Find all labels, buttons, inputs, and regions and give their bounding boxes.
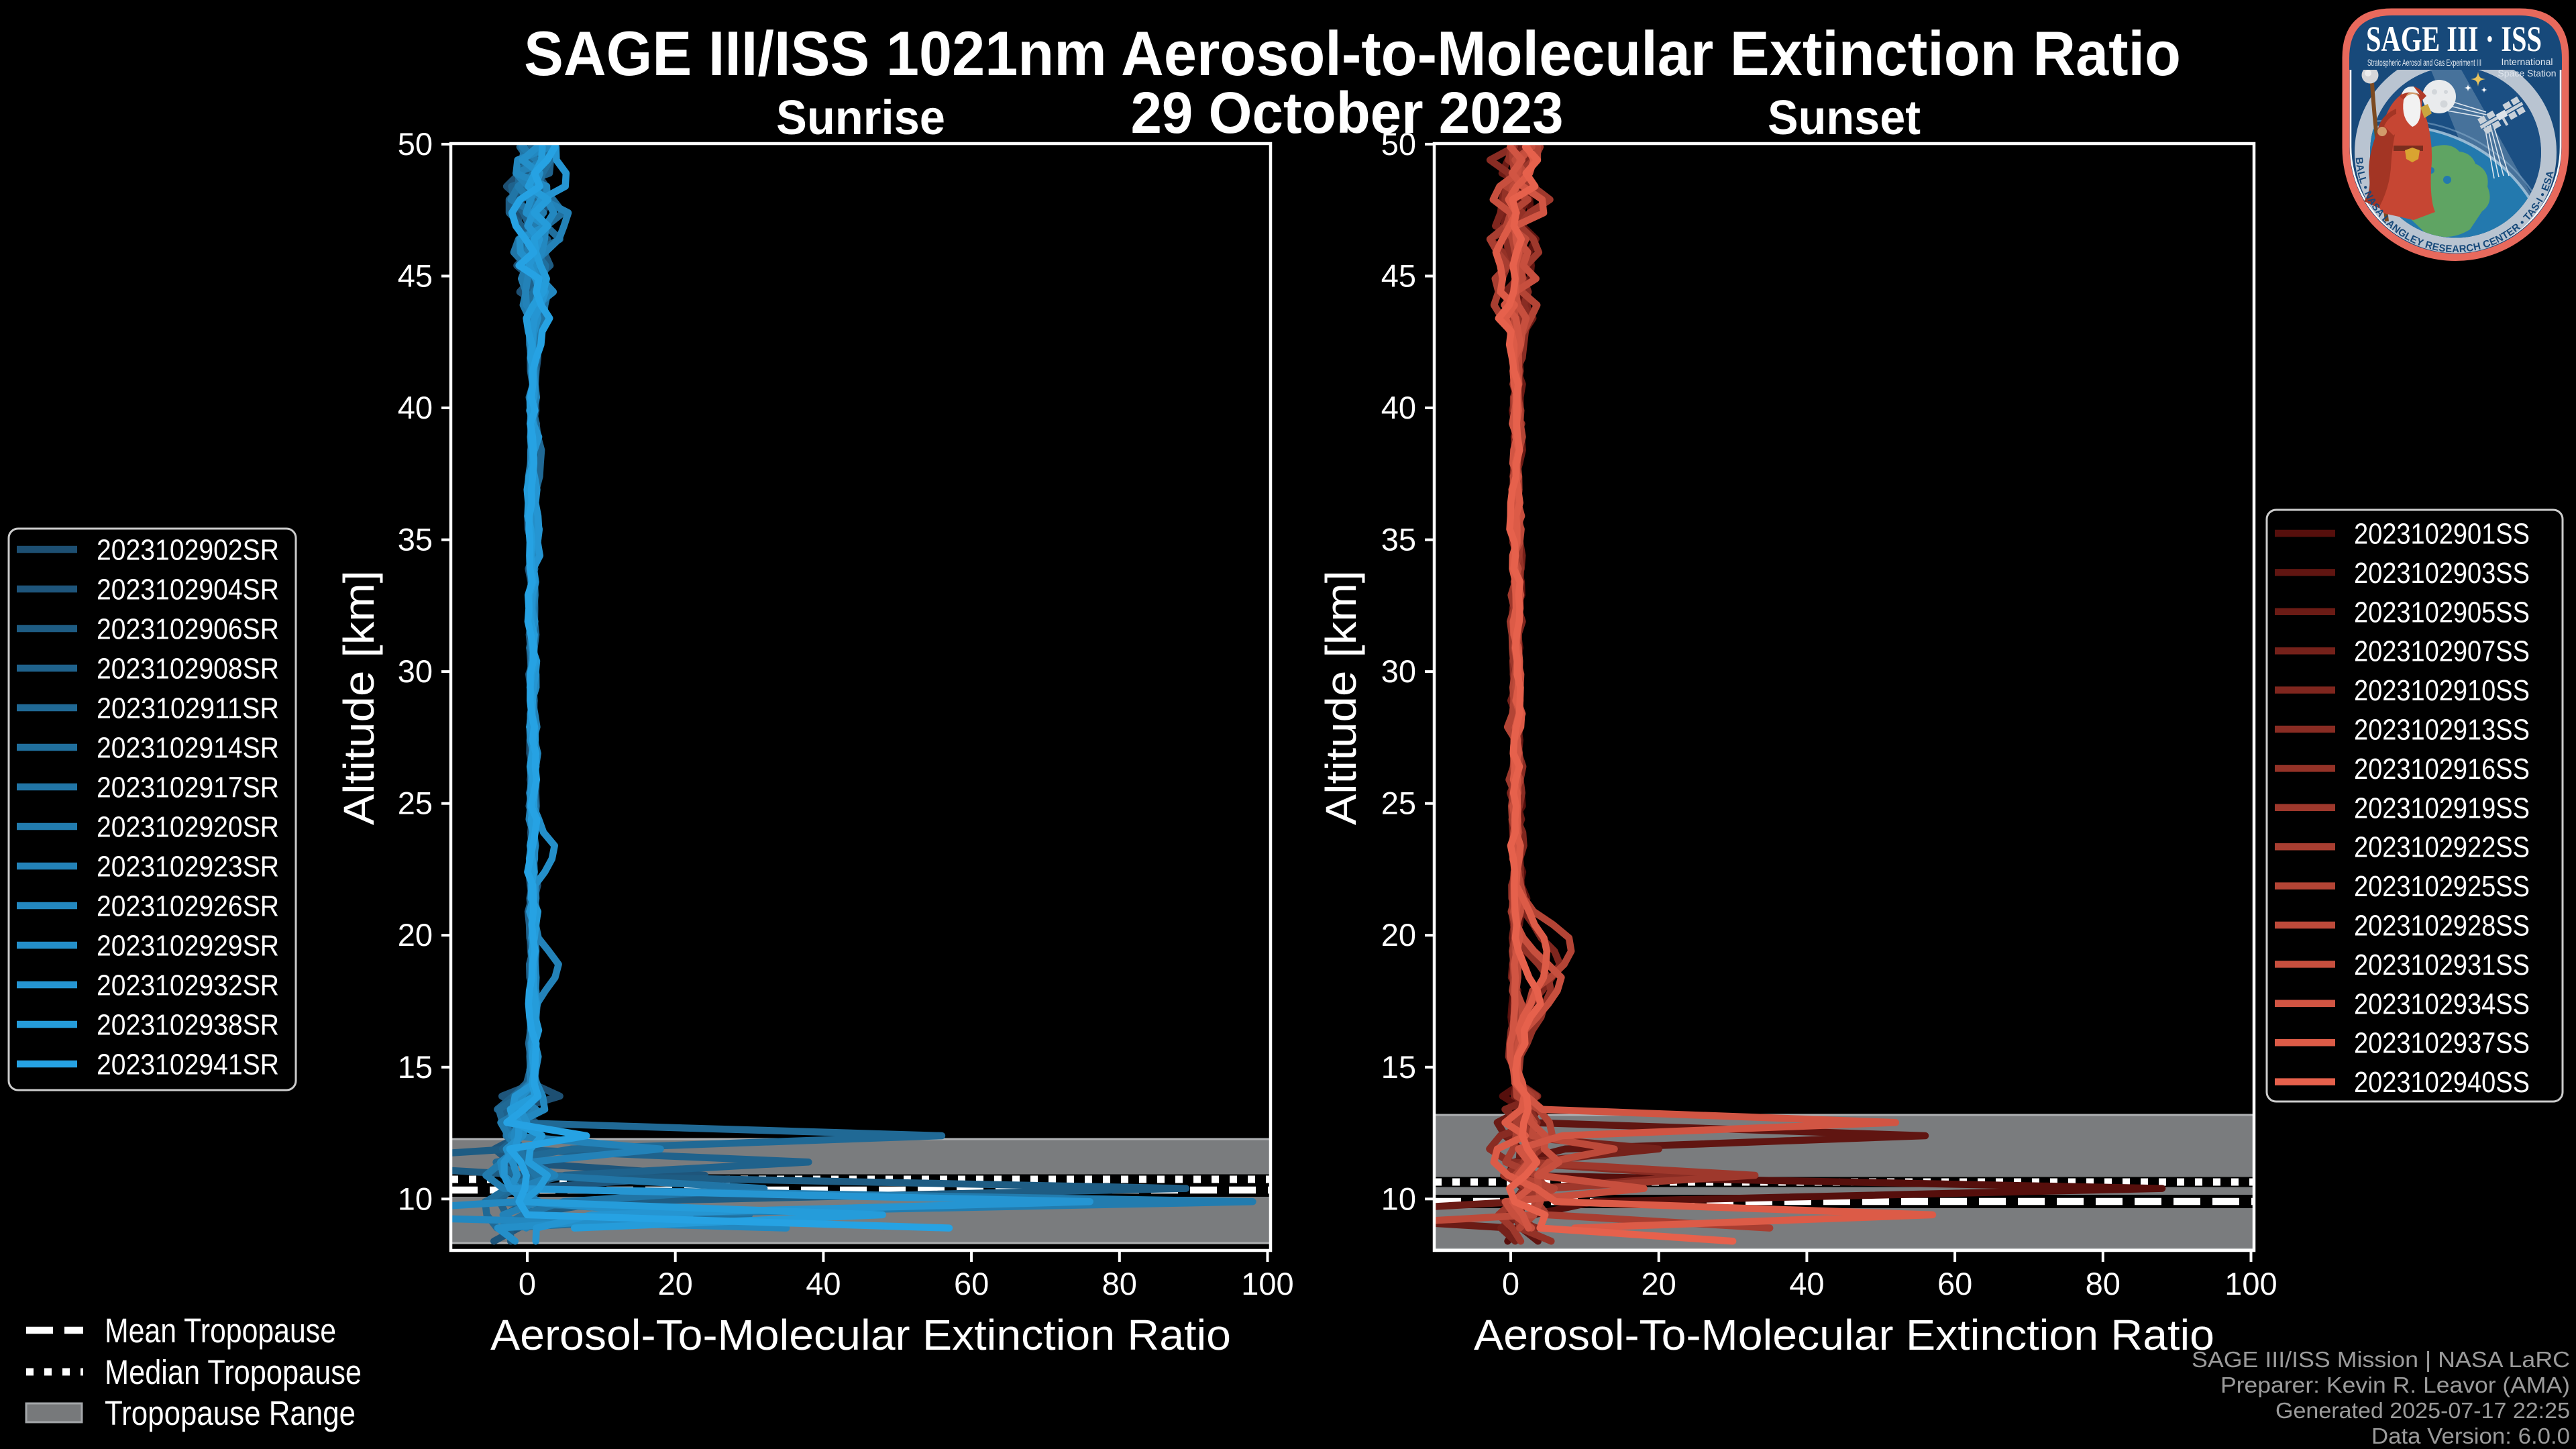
svg-text:20: 20 xyxy=(1642,1266,1676,1301)
svg-text:2023102923SR: 2023102923SR xyxy=(97,851,279,883)
svg-text:Space Station: Space Station xyxy=(2498,68,2556,78)
svg-text:35: 35 xyxy=(398,522,433,557)
svg-text:50: 50 xyxy=(398,126,433,162)
svg-text:100: 100 xyxy=(2224,1266,2277,1301)
svg-text:Altitude [km]: Altitude [km] xyxy=(1317,570,1365,825)
svg-text:2023102911SR: 2023102911SR xyxy=(97,692,279,725)
svg-text:2023102920SR: 2023102920SR xyxy=(97,811,279,844)
svg-text:100: 100 xyxy=(1241,1266,1293,1301)
svg-text:0: 0 xyxy=(519,1266,536,1301)
svg-text:2023102932SR: 2023102932SR xyxy=(97,969,279,1002)
svg-text:45: 45 xyxy=(1381,258,1416,294)
svg-text:2023102908SR: 2023102908SR xyxy=(97,653,279,686)
svg-text:20: 20 xyxy=(398,917,433,953)
svg-text:20: 20 xyxy=(658,1266,693,1301)
svg-text:2023102926SR: 2023102926SR xyxy=(97,890,279,923)
svg-text:2023102928SS: 2023102928SS xyxy=(2354,910,2530,943)
svg-text:2023102913SS: 2023102913SS xyxy=(2354,714,2530,747)
svg-text:2023102910SS: 2023102910SS xyxy=(2354,674,2530,707)
svg-text:2023102904SR: 2023102904SR xyxy=(97,574,279,606)
svg-text:Aerosol-To-Molecular Extinctio: Aerosol-To-Molecular Extinction Ratio xyxy=(490,1311,1231,1359)
svg-text:Generated 2025-07-17 22:25: Generated 2025-07-17 22:25 xyxy=(2275,1398,2570,1423)
svg-text:40: 40 xyxy=(806,1266,841,1301)
svg-text:2023102934SS: 2023102934SS xyxy=(2354,987,2530,1020)
svg-text:20: 20 xyxy=(1381,917,1416,953)
svg-text:45: 45 xyxy=(398,258,433,294)
svg-text:80: 80 xyxy=(2086,1266,2121,1301)
svg-text:2023102903SS: 2023102903SS xyxy=(2354,557,2530,590)
svg-text:2023102914SR: 2023102914SR xyxy=(97,732,279,765)
svg-text:International: International xyxy=(2501,56,2553,67)
svg-text:35: 35 xyxy=(1381,522,1416,557)
svg-text:40: 40 xyxy=(1381,390,1416,425)
svg-text:Data Version: 6.0.0: Data Version: 6.0.0 xyxy=(2371,1424,2570,1448)
svg-text:2023102937SS: 2023102937SS xyxy=(2354,1027,2530,1060)
svg-text:Tropopause Range: Tropopause Range xyxy=(105,1394,356,1432)
svg-text:Aerosol-To-Molecular Extinctio: Aerosol-To-Molecular Extinction Ratio xyxy=(1474,1311,2214,1359)
svg-text:50: 50 xyxy=(1381,126,1416,162)
svg-text:2023102907SS: 2023102907SS xyxy=(2354,635,2530,668)
svg-text:60: 60 xyxy=(954,1266,989,1301)
svg-text:10: 10 xyxy=(1381,1181,1416,1216)
svg-text:2023102919SS: 2023102919SS xyxy=(2354,792,2530,824)
svg-text:2023102940SS: 2023102940SS xyxy=(2354,1066,2530,1099)
svg-text:2023102906SR: 2023102906SR xyxy=(97,613,279,646)
svg-text:30: 30 xyxy=(398,653,433,689)
svg-text:2023102905SS: 2023102905SS xyxy=(2354,596,2530,629)
svg-text:30: 30 xyxy=(1381,653,1416,689)
svg-text:2023102922SS: 2023102922SS xyxy=(2354,831,2530,864)
svg-text:SAGE III/ISS 1021nm Aerosol-to: SAGE III/ISS 1021nm Aerosol-to-Molecular… xyxy=(524,18,2181,89)
svg-text:15: 15 xyxy=(398,1049,433,1085)
svg-text:Stratospheric Aerosol and Gas: Stratospheric Aerosol and Gas Experiment… xyxy=(2367,57,2481,68)
svg-text:10: 10 xyxy=(398,1181,433,1216)
svg-text:2023102941SR: 2023102941SR xyxy=(97,1049,279,1081)
svg-text:2023102938SR: 2023102938SR xyxy=(97,1009,279,1042)
svg-text:SAGE III/ISS Mission | NASA La: SAGE III/ISS Mission | NASA LaRC xyxy=(2192,1347,2570,1372)
svg-text:40: 40 xyxy=(1789,1266,1824,1301)
svg-text:Preparer: Kevin R. Leavor (AMA: Preparer: Kevin R. Leavor (AMA) xyxy=(2220,1373,2570,1397)
svg-text:Sunrise: Sunrise xyxy=(776,91,945,145)
svg-text:2023102929SR: 2023102929SR xyxy=(97,930,279,963)
svg-text:SAGE III · ISS: SAGE III · ISS xyxy=(2366,19,2542,59)
svg-text:2023102917SR: 2023102917SR xyxy=(97,771,279,804)
svg-text:Altitude [km]: Altitude [km] xyxy=(335,570,383,825)
svg-text:2023102931SS: 2023102931SS xyxy=(2354,949,2530,981)
svg-text:15: 15 xyxy=(1381,1049,1416,1085)
svg-text:25: 25 xyxy=(1381,786,1416,821)
svg-text:2023102902SR: 2023102902SR xyxy=(97,534,279,567)
svg-text:Sunset: Sunset xyxy=(1768,91,1921,145)
svg-text:2023102901SS: 2023102901SS xyxy=(2354,518,2530,551)
svg-text:2023102925SS: 2023102925SS xyxy=(2354,870,2530,903)
svg-text:60: 60 xyxy=(1937,1266,1972,1301)
svg-text:2023102916SS: 2023102916SS xyxy=(2354,753,2530,786)
svg-text:0: 0 xyxy=(1502,1266,1519,1301)
svg-text:40: 40 xyxy=(398,390,433,425)
svg-text:Median Tropopause: Median Tropopause xyxy=(105,1353,362,1391)
svg-text:29 October 2023: 29 October 2023 xyxy=(1131,80,1564,146)
svg-text:25: 25 xyxy=(398,786,433,821)
svg-text:Mean Tropopause: Mean Tropopause xyxy=(105,1311,336,1350)
svg-text:80: 80 xyxy=(1102,1266,1137,1301)
